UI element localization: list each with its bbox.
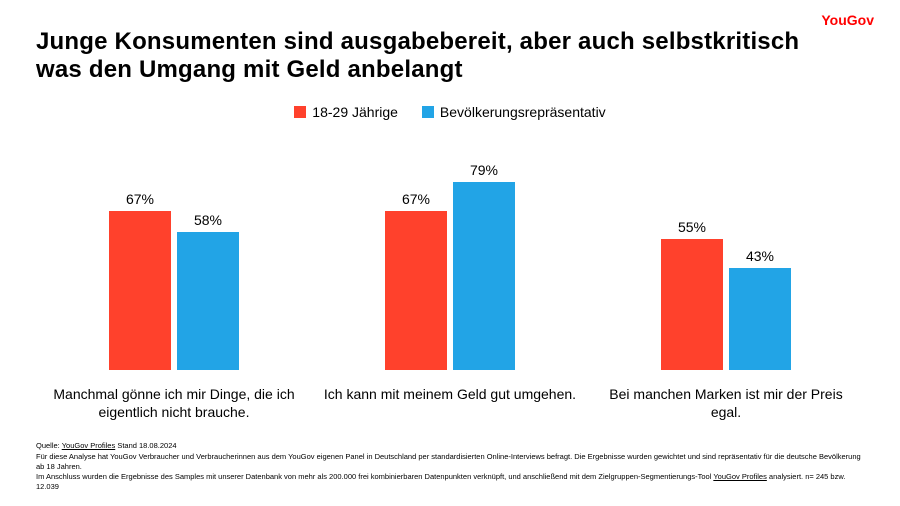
category-label: Ich kann mit meinem Geld gut umgehen. [316, 386, 584, 404]
bar-wrap: 67% [385, 191, 447, 370]
legend-swatch-0 [294, 106, 306, 118]
bar-value-label: 55% [678, 219, 706, 235]
footnote-line-2: Für diese Analyse hat YouGov Verbraucher… [36, 452, 864, 472]
footnote-source-prefix: Quelle: [36, 441, 62, 450]
bar-value-label: 79% [470, 162, 498, 178]
brand-logo: YouGov [821, 12, 874, 28]
footnote-line-3-prefix: Im Anschluss wurden die Ergebnisse des S… [36, 472, 713, 481]
legend-swatch-1 [422, 106, 434, 118]
bar-value-label: 43% [746, 248, 774, 264]
footnote-source-suffix: Stand 18.08.2024 [115, 441, 176, 450]
bar [177, 232, 239, 370]
bar-value-label: 67% [402, 191, 430, 207]
bar-group: 67% 58% Manchmal gönne ich mir Dinge, die … [36, 132, 312, 434]
bar-group: 67% 79% Ich kann mit meinem Geld gut umgeh… [312, 132, 588, 434]
footnote-line-3: Im Anschluss wurden die Ergebnisse des S… [36, 472, 864, 492]
bar-wrap: 55% [661, 219, 723, 370]
bar [385, 211, 447, 370]
bars-box: 67% 58% [36, 132, 312, 370]
bar-group: 55% 43% Bei manchen Marken ist mir der Pre… [588, 132, 864, 434]
bar-wrap: 43% [729, 248, 791, 370]
bars-box: 55% 43% [588, 132, 864, 370]
category-label: Bei manchen Marken ist mir der Preis ega… [588, 386, 864, 421]
category-label: Manchmal gönne ich mir Dinge, die ich ei… [36, 386, 312, 421]
bar-value-label: 67% [126, 191, 154, 207]
legend-label-1: Bevölkerungsrepräsentativ [440, 104, 606, 120]
bar [453, 182, 515, 370]
bar [661, 239, 723, 370]
legend-item-0: 18-29 Jährige [294, 104, 398, 120]
chart-area: 67% 58% Manchmal gönne ich mir Dinge, die … [36, 132, 864, 434]
bar-value-label: 58% [194, 212, 222, 228]
bar [109, 211, 171, 370]
bar-wrap: 67% [109, 191, 171, 370]
legend-label-0: 18-29 Jährige [312, 104, 398, 120]
footnote: Quelle: YouGov Profiles Stand 18.08.2024… [36, 441, 864, 492]
bars-box: 67% 79% [312, 132, 588, 370]
chart-title: Junge Konsumenten sind ausgabebereit, ab… [36, 28, 800, 85]
bar-wrap: 79% [453, 162, 515, 370]
legend-item-1: Bevölkerungsrepräsentativ [422, 104, 606, 120]
legend: 18-29 Jährige Bevölkerungsrepräsentativ [0, 104, 900, 120]
footnote-source-link: YouGov Profiles [62, 441, 116, 450]
footnote-line-1: Quelle: YouGov Profiles Stand 18.08.2024 [36, 441, 864, 451]
bar-wrap: 58% [177, 212, 239, 370]
bar [729, 268, 791, 370]
footnote-line-3-link: YouGov Profiles [713, 472, 767, 481]
